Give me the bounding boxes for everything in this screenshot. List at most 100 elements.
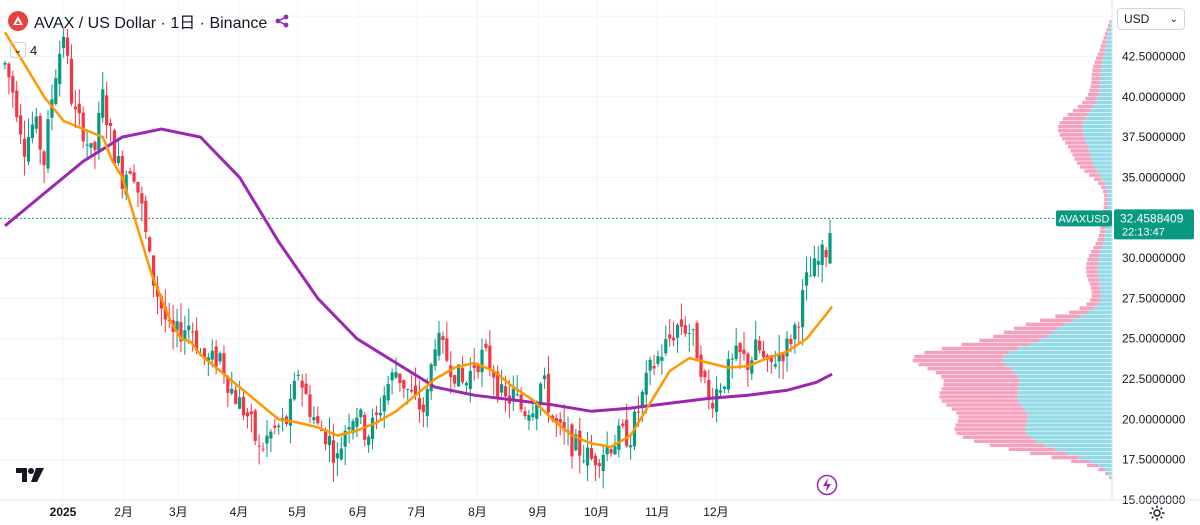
volume-profile-bar — [1072, 318, 1112, 322]
volume-profile-bar — [1108, 471, 1112, 476]
volume-profile-bar — [1108, 32, 1112, 36]
candle-body — [421, 404, 425, 412]
candle-body — [312, 417, 316, 421]
volume-profile-bar — [1097, 270, 1112, 274]
volume-profile-bar — [1026, 431, 1112, 435]
volume-profile-bar — [1100, 84, 1112, 89]
candle-body — [183, 330, 187, 340]
volume-profile-bar — [1089, 459, 1112, 464]
volume-profile-bar — [1069, 310, 1089, 314]
candle-body — [539, 383, 543, 405]
volume-profile-bar — [1017, 395, 1112, 399]
volume-profile-bar — [1027, 419, 1112, 423]
candle-body — [378, 412, 382, 416]
candle-body — [613, 446, 617, 455]
volume-profile-bar — [1104, 52, 1112, 56]
time-tick-label: 2月 — [114, 505, 133, 519]
volume-profile-bar — [951, 407, 1024, 411]
candle-body — [679, 319, 684, 327]
volume-profile-bar — [1100, 294, 1112, 298]
share-icon[interactable] — [273, 12, 291, 30]
volume-profile-bar — [1097, 266, 1112, 270]
candle-body — [699, 354, 703, 377]
time-tick-label: 3月 — [169, 505, 188, 519]
candle-body — [187, 325, 191, 331]
candle-body — [343, 430, 347, 447]
chevron-down-icon[interactable]: ⌄ — [10, 42, 26, 58]
candle-body — [253, 410, 257, 441]
volume-profile-bar — [1059, 120, 1084, 125]
volume-profile-bar — [1089, 88, 1100, 93]
candle-body — [241, 396, 246, 416]
volume-profile-bar — [1086, 266, 1098, 270]
volume-profile-bar — [1086, 262, 1098, 266]
volume-profile-bar — [1003, 330, 1053, 335]
volume-profile-bar — [941, 399, 1019, 403]
volume-profile-bar — [1099, 173, 1112, 177]
candle-body — [335, 453, 339, 459]
currency-select[interactable]: USD ⌄ — [1117, 8, 1185, 30]
volume-profile-bar — [1018, 399, 1112, 403]
volume-profile-bar — [1103, 56, 1112, 60]
candle-body — [69, 58, 74, 104]
volume-profile-bar — [1104, 201, 1108, 206]
ma-fast-line — [3, 31, 834, 449]
volume-profile-bar — [1095, 241, 1103, 246]
volume-profile-bar — [1099, 48, 1106, 52]
volume-profile-bar — [1107, 193, 1112, 197]
candle-body — [492, 371, 496, 378]
lightning-icon[interactable] — [816, 474, 838, 496]
candle-body — [527, 415, 531, 421]
candle-body — [589, 447, 594, 459]
volume-profile-bar — [956, 411, 1027, 415]
volume-profile-bar — [1015, 370, 1112, 375]
volume-profile-bar — [1010, 366, 1112, 371]
candle-body — [151, 255, 156, 286]
volume-profile-bar — [1086, 302, 1098, 306]
candle-body — [7, 63, 11, 78]
candle-body — [58, 53, 62, 84]
candle-body — [468, 370, 472, 389]
volume-profile-bar — [1055, 314, 1081, 318]
candle-body — [214, 346, 218, 367]
volume-profile-bar — [1008, 447, 1056, 452]
candles — [3, 28, 832, 489]
volume-profile-bar — [1067, 145, 1088, 149]
indicator-toggle[interactable]: ⌄ 4 — [10, 40, 37, 60]
volume-profile-bar — [1107, 24, 1110, 28]
volume-profile-bar — [1089, 173, 1100, 177]
volume-profile-bar — [1051, 455, 1079, 460]
candle-body — [402, 380, 406, 389]
candle-body — [797, 326, 801, 328]
candle-body — [324, 429, 328, 445]
price-tick-label: 22.5000000 — [1122, 372, 1186, 386]
volume-profile-bar — [1109, 475, 1111, 480]
gear-icon[interactable] — [1148, 504, 1166, 522]
candle-body — [46, 119, 50, 169]
price-tag-countdown: 22:13:47 — [1122, 226, 1165, 238]
candle-body — [804, 272, 809, 286]
volume-profile-bar — [1102, 40, 1107, 44]
volume-profile-bar — [1071, 459, 1090, 464]
candle-body — [793, 324, 797, 340]
volume-profile-bar — [1082, 100, 1096, 105]
volume-profile-bar — [1087, 112, 1112, 117]
time-tick-label: 6月 — [349, 505, 368, 519]
candle-body — [351, 421, 355, 434]
candle-body — [65, 37, 70, 56]
volume-profile-bar — [1087, 92, 1099, 97]
candle-body — [38, 115, 42, 150]
volume-profile-bar — [1003, 354, 1112, 359]
volume-profile-bar — [1018, 346, 1112, 351]
volume-profile-bar — [1098, 463, 1112, 468]
candle-body — [691, 329, 695, 331]
candle-body — [761, 350, 766, 358]
volume-profile-bar — [993, 334, 1047, 339]
candle-body — [249, 411, 253, 415]
candle-body — [140, 193, 144, 204]
candle-body — [226, 376, 230, 393]
candle-body — [406, 389, 410, 391]
candle-body — [601, 454, 605, 471]
